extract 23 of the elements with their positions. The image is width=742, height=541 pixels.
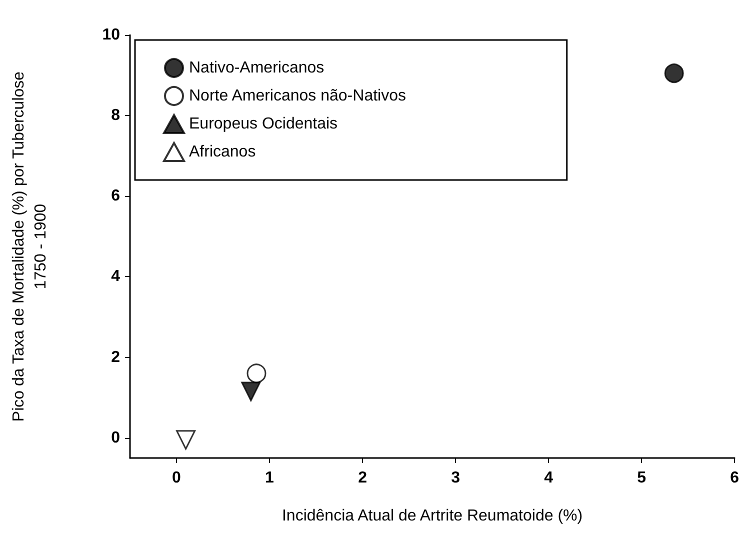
x-tick-label: 3 <box>451 470 460 486</box>
y-tick-label: 4 <box>111 268 120 286</box>
legend-label: Nativo-Americanos <box>189 60 324 76</box>
point <box>246 364 266 384</box>
y-tick-label: 8 <box>111 107 120 124</box>
y-tick-label: 6 <box>111 188 120 205</box>
x-tick-label: 5 <box>637 470 646 486</box>
legend-label: Europeus Ocidentais <box>189 116 338 132</box>
point <box>176 430 196 450</box>
x-tick-label: 2 <box>358 470 368 486</box>
y-tick-label: 10 <box>102 26 120 44</box>
x-tick-label: 0 <box>172 470 182 486</box>
y-axis-title: Pico da Taxa de Mortalidade (%) por Tuberculose 1750 - 1900 <box>10 71 50 422</box>
y-tick-label: 2 <box>111 348 120 366</box>
x-tick-label: 4 <box>544 470 554 486</box>
y-tick-label: 0 <box>111 429 120 446</box>
x-axis-title: Incidência Atual de Artrite Reumatoide (%) <box>282 508 583 524</box>
point <box>241 382 261 402</box>
point <box>664 64 684 84</box>
x-tick-label: 1 <box>265 470 274 486</box>
legend-label: Africanos <box>189 144 256 160</box>
legend-label: Norte Americanos não-Nativos <box>189 88 406 104</box>
x-tick-label: 6 <box>730 470 740 486</box>
